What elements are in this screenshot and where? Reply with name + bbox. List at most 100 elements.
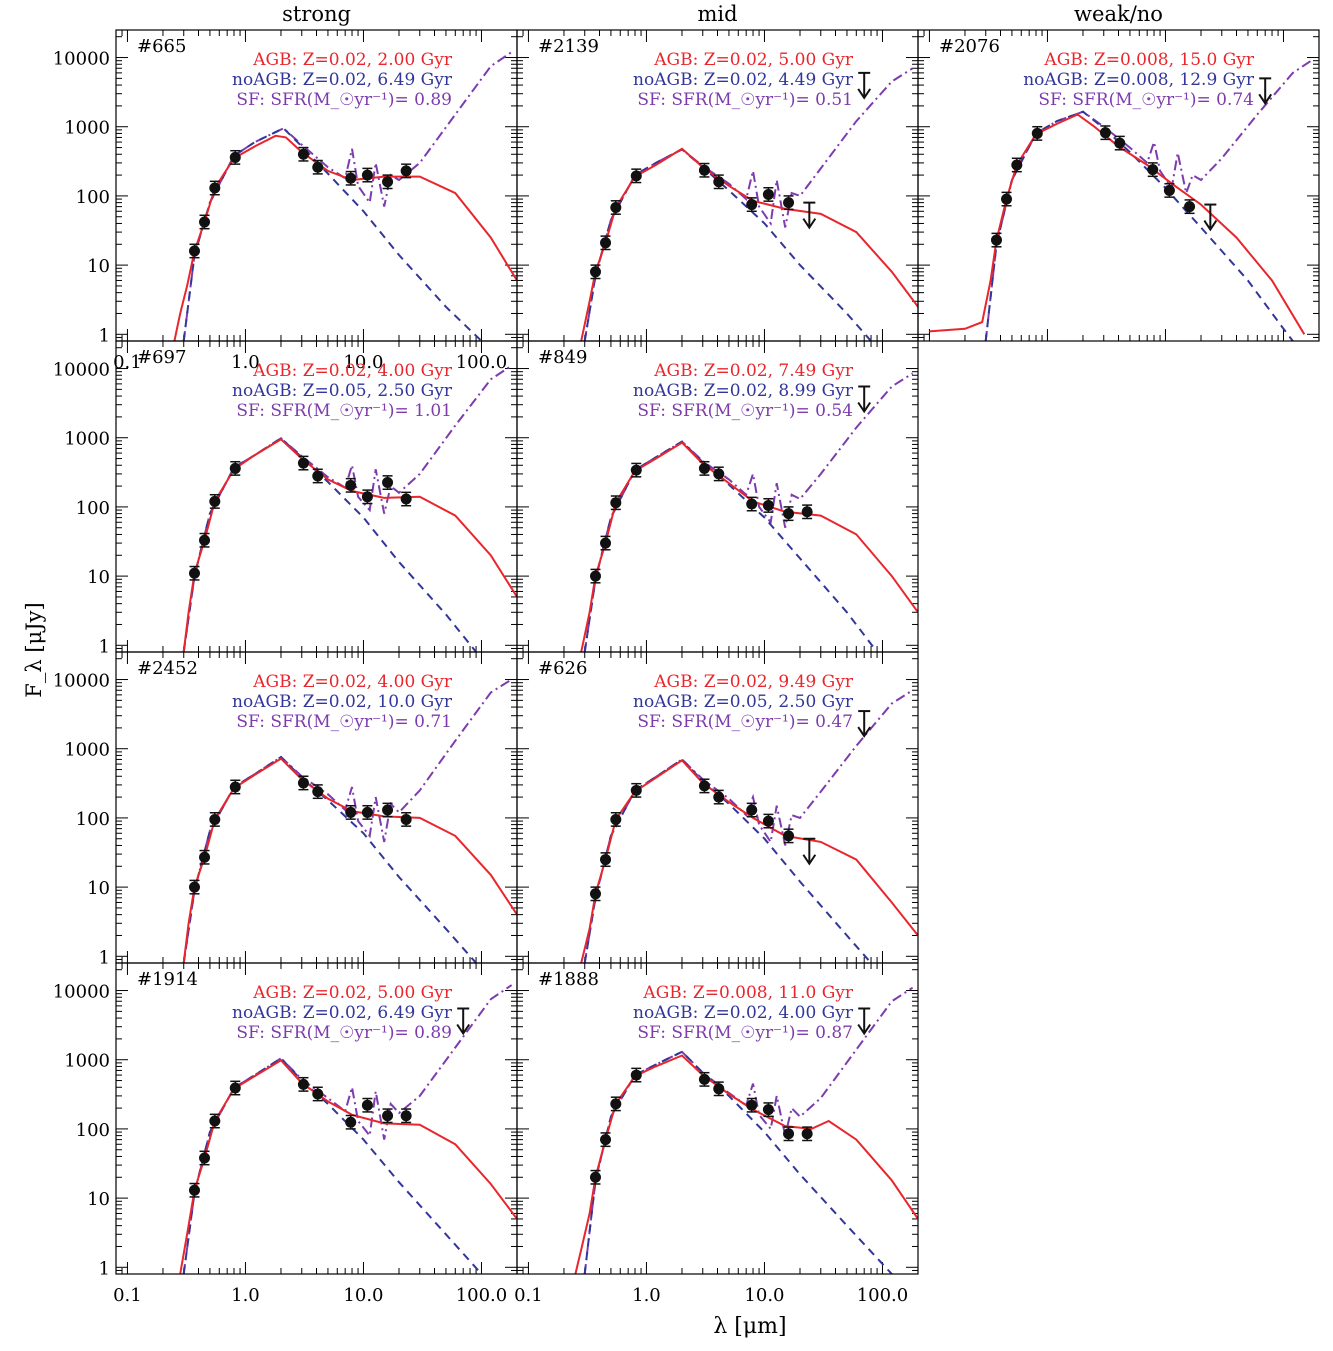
y-tick-label: 10000: [53, 49, 110, 70]
upper-limit-arrow: [857, 88, 872, 100]
data-points: [188, 146, 412, 259]
noagb-label: noAGB: Z=0.02, 8.99 Gyr: [633, 381, 854, 401]
noagb-curve: [182, 755, 477, 963]
noagb-curve: [182, 127, 483, 341]
data-point: [630, 1069, 642, 1081]
data-point: [698, 462, 710, 474]
panel-frame: [516, 962, 919, 1275]
agb-label: AGB: Z=0.008, 11.0 Gyr: [642, 983, 853, 1003]
panel-id: #2139: [538, 36, 599, 57]
data-point: [312, 470, 324, 482]
data-point: [783, 508, 795, 520]
y-tick-label: 10000: [53, 982, 110, 1003]
data-point: [345, 1116, 357, 1128]
panel-id: #1888: [538, 969, 599, 990]
x-tick-label: 1.0: [231, 352, 260, 373]
noagb-curve: [583, 758, 872, 963]
data-point: [746, 804, 758, 816]
panel-1914: 1 10 100 1000 10000 0.1 1.0 10.0 100.0 #1914 AGB: …: [53, 962, 518, 1306]
y-tick-label: 100: [76, 187, 110, 208]
y-tick-label: 1000: [64, 740, 110, 761]
column-title-strong: strong: [282, 2, 351, 26]
agb-label: AGB: Z=0.02, 7.49 Gyr: [653, 361, 854, 381]
data-point: [746, 498, 758, 510]
data-point: [990, 234, 1002, 246]
data-point: [610, 497, 622, 509]
data-point: [199, 534, 211, 546]
agb-curve: [580, 147, 918, 341]
data-point: [312, 161, 324, 173]
data-point: [209, 495, 221, 507]
data-point: [361, 169, 373, 181]
agb-curve: [929, 113, 1306, 335]
data-point: [297, 457, 309, 469]
x-tick-label: 0.1: [113, 1285, 142, 1306]
data-point: [630, 464, 642, 476]
data-point: [610, 813, 622, 825]
data-point: [801, 506, 813, 518]
y-tick-label: 10000: [53, 671, 110, 692]
data-point: [713, 176, 725, 188]
data-point: [361, 806, 373, 818]
agb-curve: [173, 134, 517, 341]
noagb-curve: [583, 148, 872, 341]
data-point: [610, 202, 622, 214]
data-point: [345, 806, 357, 818]
data-point: [400, 165, 412, 177]
data-point: [382, 1110, 394, 1122]
y-tick-label: 1000: [64, 1051, 110, 1072]
upper-limit-arrow: [857, 1023, 872, 1036]
x-tick-label: 10.0: [744, 1285, 784, 1306]
agb-curve: [580, 441, 918, 652]
agb-curve: [580, 758, 918, 963]
agb-curve: [179, 1059, 517, 1274]
data-point: [600, 854, 612, 866]
data-points: [589, 71, 872, 280]
noagb-curve: [182, 1057, 483, 1274]
x-axis-label: λ [μm]: [713, 1314, 786, 1339]
data-point: [345, 479, 357, 491]
data-point: [188, 245, 200, 257]
data-point: [297, 1078, 309, 1090]
y-tick-label: 100: [76, 809, 110, 830]
data-point: [783, 830, 795, 842]
data-point: [762, 1104, 774, 1116]
data-point: [589, 888, 601, 900]
data-point: [361, 491, 373, 503]
data-point: [199, 851, 211, 863]
panel-1888: 0.1 1.0 10.0 100.0 #1888 AGB: Z=0.008, 11.0 G…: [514, 962, 919, 1306]
upper-limit-arrow: [802, 854, 817, 866]
noagb-label: noAGB: Z=0.02, 4.00 Gyr: [633, 1003, 854, 1023]
data-point: [713, 1083, 725, 1095]
noagb-curve: [583, 1050, 893, 1274]
data-point: [229, 462, 241, 474]
noagb-label: noAGB: Z=0.02, 10.0 Gyr: [232, 692, 453, 712]
data-point: [762, 499, 774, 511]
agb-label: AGB: Z=0.02, 2.00 Gyr: [252, 50, 453, 70]
data-point: [229, 781, 241, 793]
agb-label: AGB: Z=0.02, 5.00 Gyr: [252, 983, 453, 1003]
column-title-weak-no: weak/no: [1074, 2, 1163, 26]
panel-frame: [917, 29, 1320, 342]
x-tick-label: 0.1: [514, 1285, 543, 1306]
data-point: [209, 1115, 221, 1127]
panel-id: #2452: [137, 658, 198, 679]
sf-curve: [182, 984, 513, 1274]
sf-label: SF: SFR(M_☉yr⁻¹)= 0.54: [637, 401, 853, 421]
noagb-label: noAGB: Z=0.02, 6.49 Gyr: [232, 1003, 453, 1023]
sf-curve: [182, 51, 513, 341]
data-point: [400, 493, 412, 505]
x-tick-label: 1.0: [231, 1285, 260, 1306]
agb-label: AGB: Z=0.02, 9.49 Gyr: [653, 672, 854, 692]
curves: [173, 51, 517, 341]
data-point: [746, 1099, 758, 1111]
x-tick-label: 100.0: [456, 1285, 508, 1306]
y-tick-label: 1: [99, 1258, 110, 1279]
upper-limit-arrow: [1258, 93, 1273, 106]
data-points: [188, 775, 412, 895]
upper-limit-arrow: [1203, 220, 1218, 232]
data-point: [762, 188, 774, 200]
x-tick-label: 1.0: [632, 1285, 661, 1306]
